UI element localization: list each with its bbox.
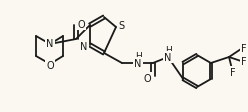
Text: H: H: [135, 52, 141, 61]
Text: F: F: [241, 56, 247, 66]
Text: N: N: [134, 58, 142, 68]
Text: H: H: [165, 46, 171, 55]
Text: N: N: [46, 39, 54, 49]
Text: N: N: [80, 42, 88, 52]
Text: S: S: [118, 21, 124, 31]
Text: F: F: [241, 44, 247, 54]
Text: F: F: [230, 67, 236, 77]
Text: O: O: [143, 73, 151, 83]
Text: O: O: [77, 20, 85, 30]
Text: N: N: [164, 53, 172, 62]
Text: O: O: [46, 60, 54, 70]
